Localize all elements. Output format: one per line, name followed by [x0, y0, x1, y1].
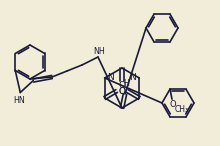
Text: O: O [170, 100, 176, 109]
Text: H: H [123, 80, 129, 88]
Text: O: O [118, 86, 125, 95]
Text: N: N [107, 73, 114, 82]
Text: CH₃: CH₃ [175, 105, 189, 114]
Text: N: N [129, 73, 136, 82]
Text: HN: HN [13, 96, 25, 105]
Text: O: O [119, 81, 125, 91]
Text: O: O [119, 86, 126, 95]
Text: NH: NH [93, 47, 105, 57]
